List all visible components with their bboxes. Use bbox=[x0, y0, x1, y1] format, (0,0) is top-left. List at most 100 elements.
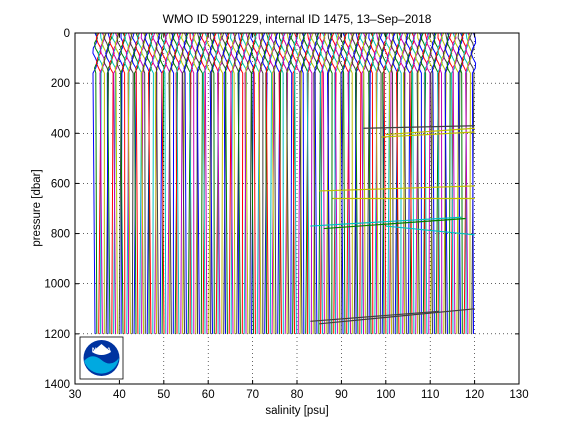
profile-line bbox=[285, 32, 292, 334]
highlight-line bbox=[363, 125, 475, 129]
profile-line bbox=[435, 32, 442, 334]
profile-line bbox=[319, 32, 326, 334]
profile-line bbox=[446, 32, 453, 334]
profile-line bbox=[395, 32, 402, 334]
x-tick-label: 80 bbox=[291, 389, 304, 401]
highlight-lines bbox=[310, 125, 475, 325]
profile-line bbox=[196, 32, 203, 334]
profile-line bbox=[256, 32, 263, 334]
profile-line bbox=[120, 32, 126, 334]
profile-line bbox=[209, 32, 216, 334]
profile-line bbox=[157, 32, 164, 334]
profile-line bbox=[189, 32, 195, 334]
profile-line bbox=[405, 32, 412, 334]
profile-line bbox=[140, 32, 147, 334]
profile-line bbox=[187, 32, 194, 334]
profile-line bbox=[216, 32, 223, 334]
profile-line bbox=[453, 32, 460, 334]
logo-wave bbox=[84, 356, 119, 374]
profile-line bbox=[444, 32, 451, 334]
profile-line bbox=[276, 32, 283, 334]
profile-line bbox=[274, 32, 281, 334]
x-tick-label: 60 bbox=[202, 389, 215, 401]
profile-line bbox=[205, 32, 212, 334]
profile-line bbox=[364, 32, 370, 334]
profile-line bbox=[357, 32, 363, 334]
profile-line bbox=[325, 32, 332, 334]
y-tick-label: 0 bbox=[64, 28, 70, 40]
profile-lines bbox=[92, 32, 477, 334]
highlight-line bbox=[319, 185, 475, 192]
profile-line bbox=[426, 32, 432, 334]
highlight-line bbox=[310, 310, 440, 322]
profile-line bbox=[394, 32, 401, 334]
profile-line bbox=[226, 32, 233, 334]
profile-line bbox=[98, 32, 104, 334]
profile-line bbox=[147, 32, 154, 334]
profile-line bbox=[295, 32, 301, 334]
profile-line bbox=[207, 32, 214, 334]
profile-line bbox=[237, 32, 244, 334]
profile-line bbox=[118, 32, 125, 334]
ticks: 30 40 50 60 70 80 90 100 110 120 130 0 200 400 600 800 1… bbox=[44, 28, 528, 401]
profile-line bbox=[109, 32, 115, 334]
y-tick-label: 1000 bbox=[44, 279, 70, 291]
profile-line bbox=[415, 32, 421, 334]
profile-line bbox=[377, 32, 384, 334]
highlight-line bbox=[381, 131, 475, 138]
profile-line bbox=[388, 32, 395, 334]
logo-bird bbox=[92, 344, 111, 355]
profile-line bbox=[366, 32, 373, 334]
logo-text: NOAA bbox=[92, 347, 111, 354]
y-tick-label: 800 bbox=[51, 229, 70, 241]
profile-line bbox=[347, 32, 354, 334]
profile-line bbox=[161, 32, 167, 334]
profile-line bbox=[167, 32, 173, 334]
profile-line bbox=[437, 32, 443, 334]
profile-line bbox=[299, 32, 305, 334]
profile-line bbox=[177, 32, 184, 334]
x-tick-label: 90 bbox=[335, 389, 348, 401]
profile-line bbox=[345, 33, 352, 334]
profile-line bbox=[433, 32, 439, 334]
profile-line bbox=[465, 32, 471, 334]
profile-line bbox=[149, 32, 156, 334]
y-tick-label: 400 bbox=[51, 128, 70, 140]
profile-line bbox=[278, 32, 285, 334]
x-tick-label: 50 bbox=[157, 389, 170, 401]
y-axis-label: pressure [dbar] bbox=[31, 169, 43, 246]
profile-line bbox=[168, 32, 175, 334]
x-tick-label: 70 bbox=[246, 389, 259, 401]
profile-line bbox=[326, 32, 333, 334]
profile-line bbox=[99, 32, 106, 334]
profile-line bbox=[116, 32, 122, 334]
profile-line bbox=[230, 32, 236, 334]
y-tick-label: 1400 bbox=[44, 379, 70, 391]
profile-line bbox=[315, 32, 322, 334]
profile-line bbox=[219, 32, 225, 334]
profile-line bbox=[129, 32, 136, 334]
profile-line bbox=[457, 32, 464, 334]
profile-line bbox=[258, 32, 264, 334]
x-tick-label: 130 bbox=[509, 389, 528, 401]
noaa-logo: NOAA bbox=[79, 336, 124, 380]
profile-line bbox=[336, 32, 343, 334]
profile-line bbox=[470, 32, 477, 334]
profile-line bbox=[384, 32, 391, 334]
y-tick-label: 600 bbox=[51, 178, 70, 190]
y-tick-label: 1200 bbox=[44, 329, 70, 341]
profile-line bbox=[198, 32, 205, 334]
profile-line bbox=[288, 32, 294, 334]
x-axis-label: salinity [psu] bbox=[265, 405, 328, 417]
x-tick-label: 100 bbox=[376, 389, 395, 401]
profile-line bbox=[267, 32, 274, 334]
x-tick-label: 40 bbox=[113, 389, 126, 401]
x-tick-label: 110 bbox=[421, 389, 439, 401]
highlight-line bbox=[323, 217, 466, 230]
profile-line bbox=[127, 32, 134, 334]
profile-line bbox=[416, 32, 423, 334]
x-tick-label: 120 bbox=[465, 389, 484, 401]
y-tick-label: 200 bbox=[51, 78, 70, 90]
